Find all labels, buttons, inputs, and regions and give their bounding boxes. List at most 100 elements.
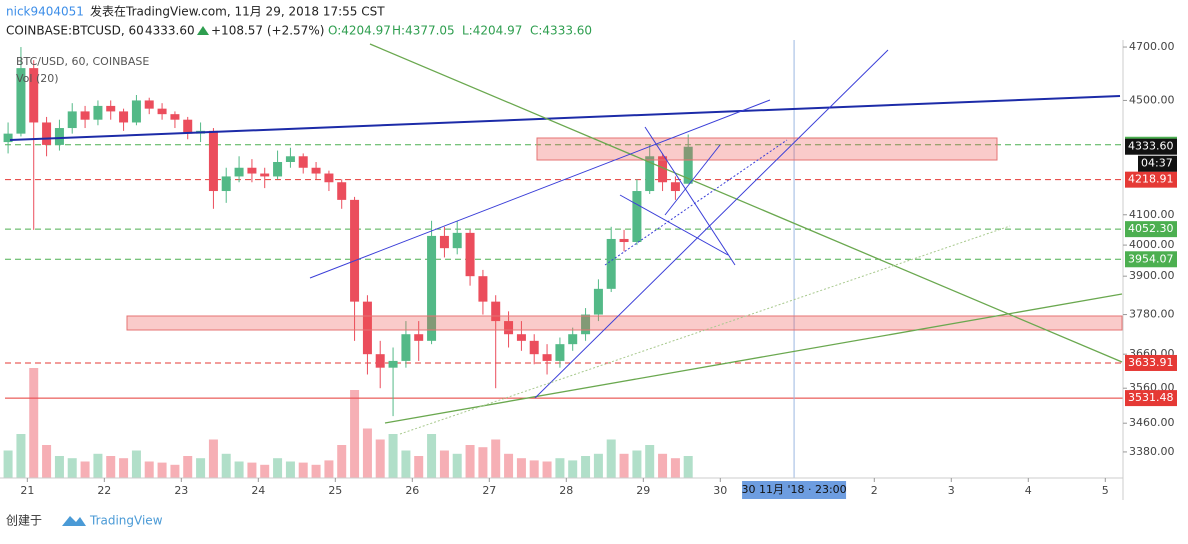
candle-body	[362, 301, 372, 355]
legend: BTC/USD, 60, COINBASE	[16, 55, 149, 68]
volume-bar	[658, 453, 668, 478]
volume-bar	[324, 460, 334, 478]
change: +108.57 (+2.57%)	[211, 24, 324, 38]
volume-bar	[260, 464, 270, 478]
plot	[3, 40, 1123, 478]
candle-body	[157, 108, 167, 115]
level-label: 4052.30	[1128, 222, 1174, 235]
candle-body	[131, 100, 141, 123]
candle-body	[285, 156, 295, 162]
candle-body	[3, 133, 13, 143]
volume-bar	[452, 453, 462, 478]
candle-body	[16, 68, 26, 134]
level-tag	[1125, 251, 1177, 268]
crosshair-label: 30 11月 '18 · 23:00	[741, 483, 846, 496]
volume-bar	[144, 461, 154, 478]
user: nick9404051	[6, 5, 84, 19]
volume-bar	[80, 461, 90, 478]
x-tick-label: 21	[20, 484, 34, 497]
volume-bar	[234, 461, 244, 478]
trend-line	[604, 139, 788, 266]
volume-bar	[285, 461, 295, 478]
up-arrow	[197, 26, 209, 35]
candle-body	[260, 173, 270, 177]
volume-bar	[581, 456, 591, 478]
candle-body	[170, 114, 180, 120]
level-tag	[1125, 171, 1177, 188]
candle-body	[144, 100, 154, 109]
y-tick-label: 3380.00	[1129, 445, 1175, 458]
candle-body	[273, 161, 283, 177]
candle-body	[375, 354, 385, 368]
volume-bar	[3, 450, 13, 478]
candle-body	[106, 105, 116, 112]
trend-line	[644, 126, 736, 266]
volume-bar	[93, 453, 103, 478]
candle-body	[337, 182, 347, 200]
volume-bar	[401, 450, 411, 478]
volume-bar	[183, 456, 193, 478]
ohlc-close: C:4333.60	[530, 24, 592, 38]
volume-bar	[606, 439, 616, 478]
candle-body	[350, 199, 360, 302]
volume-bar	[170, 464, 180, 478]
candle-body	[414, 334, 424, 341]
volume-bar	[196, 458, 206, 478]
volume-bar	[439, 450, 449, 478]
x-tick-label: 30	[713, 484, 727, 497]
volume-bar	[119, 458, 129, 478]
volume-bar	[311, 464, 321, 478]
crosshair-tag	[742, 481, 847, 499]
candle-body	[555, 344, 565, 361]
volume-bar	[478, 447, 488, 478]
volume-bar	[568, 460, 578, 478]
volume-bar	[106, 456, 116, 478]
trend-line	[619, 194, 729, 256]
volume-bar	[555, 458, 565, 478]
candle-body	[658, 156, 668, 183]
candle-body	[632, 191, 642, 243]
candle-body	[42, 122, 52, 145]
volume-label: Vol (20)	[16, 72, 59, 85]
ohlc-high: H:4377.05	[392, 24, 455, 38]
candle-body	[80, 111, 90, 120]
y-tick-label: 4100.00	[1129, 208, 1175, 221]
candle-body	[67, 111, 77, 129]
trend-line	[664, 144, 721, 216]
brand: TradingView	[89, 514, 163, 528]
y-tick-label: 4000.00	[1129, 238, 1175, 251]
trend-line	[534, 49, 889, 399]
x-tick-label: 28	[559, 484, 573, 497]
candle-body	[93, 105, 103, 120]
drawings	[9, 43, 1123, 435]
ohlc-open: O:4204.97	[328, 24, 391, 38]
x-tick-label: 29	[636, 484, 650, 497]
trend-line	[9, 95, 1121, 141]
candle-body	[491, 301, 501, 322]
x-tick-label: 22	[97, 484, 111, 497]
candle-body	[29, 68, 39, 123]
y-tick-label: 4500.00	[1129, 93, 1175, 106]
volume-bar	[247, 462, 257, 478]
candle-body	[606, 238, 616, 289]
volume-bar	[54, 456, 64, 478]
volume-bar	[273, 458, 283, 478]
volume-bar	[645, 445, 655, 478]
candle-body	[568, 334, 578, 345]
candle-body	[504, 321, 514, 335]
y-tick-label: 4700.00	[1129, 40, 1175, 53]
volume-bar	[529, 460, 539, 478]
symbol: COINBASE:BTCUSD, 60	[6, 24, 144, 38]
ohlc-low: L:4204.97	[462, 24, 522, 38]
candle-body	[581, 314, 591, 335]
volume-bar	[683, 456, 693, 478]
trend-line	[309, 99, 771, 279]
volume-bar	[298, 462, 308, 478]
x-tick-label: 27	[482, 484, 496, 497]
volume-bar	[414, 456, 424, 478]
candle-body	[683, 146, 693, 184]
volume-bar	[337, 445, 347, 478]
level-tag	[1125, 221, 1177, 238]
volume-bar	[516, 458, 526, 478]
level-label: 3954.07	[1128, 252, 1174, 265]
